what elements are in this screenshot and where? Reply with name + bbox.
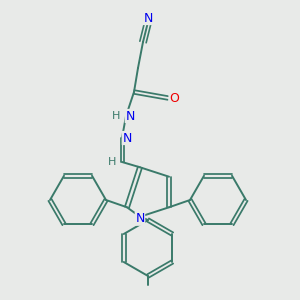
Text: N: N bbox=[135, 212, 145, 225]
Text: N: N bbox=[143, 11, 153, 25]
Text: N: N bbox=[122, 131, 132, 145]
Text: N: N bbox=[125, 110, 135, 122]
Text: H: H bbox=[108, 157, 116, 167]
Text: O: O bbox=[169, 92, 179, 104]
Text: H: H bbox=[112, 111, 120, 121]
